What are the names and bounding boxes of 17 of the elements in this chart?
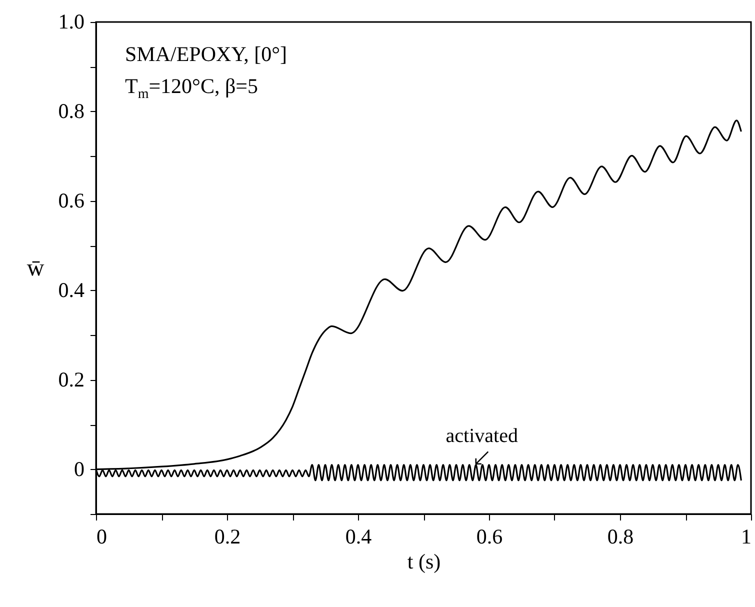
x-tick-label: 1 <box>741 524 752 548</box>
y-tick-label: 0.6 <box>58 188 84 212</box>
x-tick-label: 0.8 <box>607 524 634 548</box>
annotation: activated <box>446 424 518 447</box>
y-tick-label: 0.4 <box>58 278 85 302</box>
y-tick-label: 1.0 <box>58 10 84 34</box>
text: T$_{m}$=120°C, β=5 <box>125 73 259 104</box>
x-tick-label: 0.4 <box>345 524 372 548</box>
y-tick-label: 0.8 <box>58 98 84 123</box>
x-axis-title: t (s) <box>407 550 441 574</box>
y-tick-label: 0.2 <box>58 367 84 392</box>
y-axis-title: w̄ <box>26 256 45 282</box>
x-tick-label: 0.6 <box>476 524 503 548</box>
x-tick-label: 0.2 <box>214 524 241 548</box>
x-tick-label: 0 <box>96 524 107 548</box>
y-tick-label: 0 <box>74 456 84 481</box>
text: SMA/EPOXY, [0°] <box>125 41 288 68</box>
